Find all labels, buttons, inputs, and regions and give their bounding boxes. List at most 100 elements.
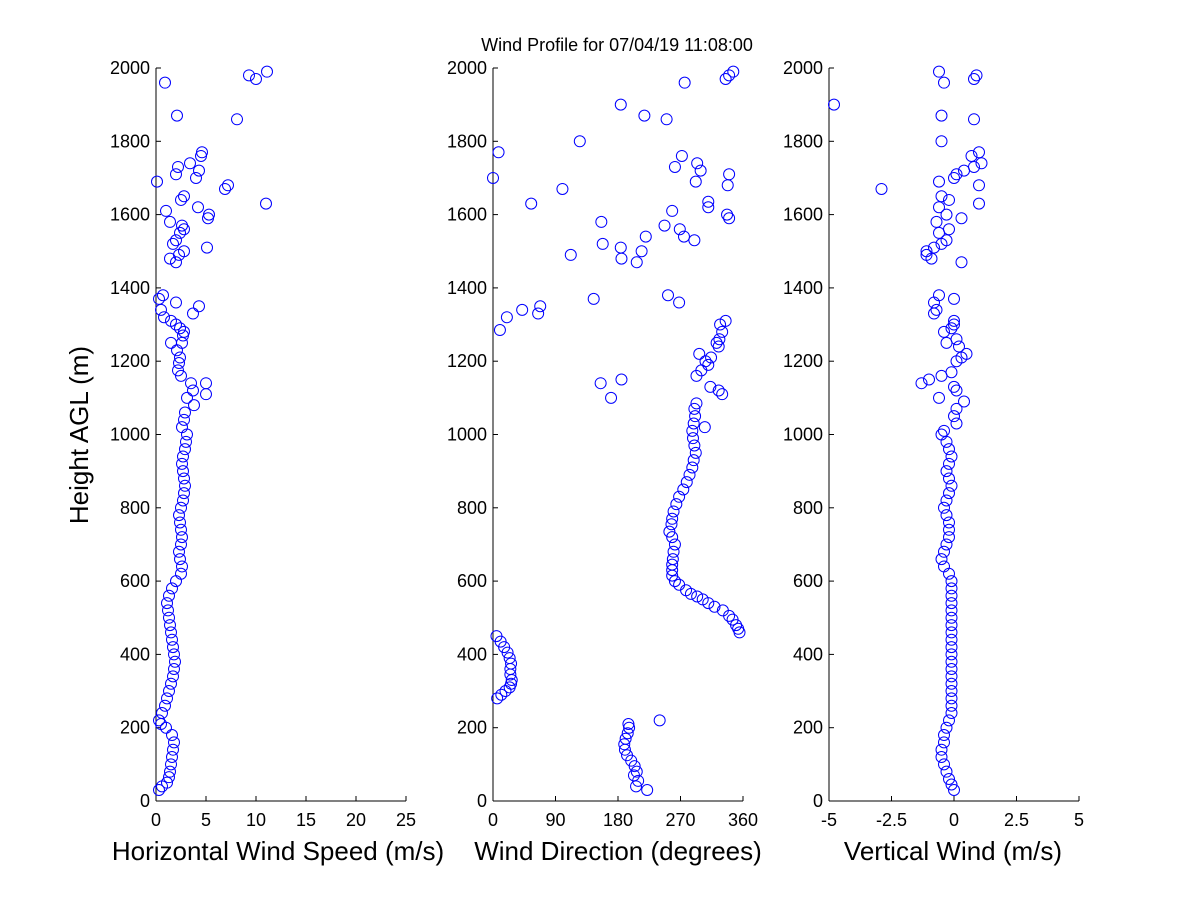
data-point (970, 69, 983, 82)
data-point (630, 256, 643, 269)
data-point (938, 501, 950, 514)
data-point (168, 648, 180, 661)
data-point (668, 160, 681, 173)
data-point (176, 560, 188, 573)
data-point (721, 179, 734, 192)
data-point (945, 366, 958, 379)
data-point (935, 751, 948, 764)
data-point (723, 168, 736, 181)
data-point (945, 582, 958, 595)
data-point (973, 197, 985, 210)
data-point (614, 98, 627, 111)
data-point (250, 72, 262, 85)
data-point (623, 721, 636, 734)
data-point (641, 784, 654, 797)
y-tick-label: 200 (120, 718, 150, 738)
data-point (945, 450, 958, 463)
data-point (948, 318, 960, 331)
data-point (933, 175, 945, 188)
y-tick-label: 600 (120, 571, 150, 591)
data-point (171, 344, 183, 357)
y-tick-label: 800 (793, 498, 823, 518)
data-point (945, 677, 958, 690)
panel-vertical-wind: 0 200 400 600 800 1000 1200 1400 1600 1800 2000 -5 -… (783, 58, 1084, 866)
data-point (673, 296, 686, 309)
data-point (153, 714, 165, 727)
data-point (178, 487, 190, 500)
data-point (968, 113, 980, 126)
data-point (688, 234, 701, 247)
data-point (621, 749, 634, 762)
data-point (945, 633, 958, 646)
data-point (170, 296, 182, 309)
data-point (175, 193, 187, 206)
data-point (173, 357, 185, 370)
data-point (190, 171, 202, 184)
data-point (532, 307, 545, 320)
data-point (958, 395, 970, 408)
data-point (930, 303, 943, 316)
data-point (945, 641, 958, 654)
data-point (960, 347, 973, 360)
panel-horizontal-wind-speed: 0 200 400 600 800 1000 1200 1400 1600 1800 2000 0 5 1… (110, 58, 444, 866)
x-tick-label: 180 (603, 810, 633, 830)
data-point (173, 545, 185, 558)
data-point (174, 553, 186, 566)
data-point (928, 307, 940, 320)
x-tick-label: 5 (201, 810, 211, 830)
data-point (662, 289, 674, 302)
data-point (945, 589, 958, 602)
data-point (689, 175, 702, 188)
y-tick-label: 2000 (110, 58, 150, 78)
data-point (935, 190, 948, 203)
data-point (945, 597, 958, 610)
data-point (940, 494, 953, 507)
data-point (938, 545, 950, 558)
data-point (915, 377, 928, 390)
data-point (935, 135, 948, 148)
data-point (193, 164, 205, 177)
data-point (693, 347, 706, 360)
data-point (667, 505, 680, 518)
x-tick-label: 25 (396, 810, 416, 830)
data-point (683, 468, 696, 481)
data-point (492, 146, 505, 159)
data-point (188, 399, 200, 412)
data-point (933, 391, 945, 404)
data-point (666, 558, 679, 571)
data-point (161, 597, 173, 610)
data-point (673, 223, 686, 236)
data-point (175, 369, 187, 382)
data-point (653, 714, 666, 727)
data-point (677, 483, 690, 496)
data-point (174, 226, 186, 239)
data-point (505, 657, 518, 670)
data-point (940, 721, 953, 734)
data-point (719, 72, 732, 85)
data-point (945, 778, 958, 791)
y-tick-label: 0 (813, 791, 823, 811)
data-point (178, 413, 190, 426)
data-point (691, 590, 704, 603)
data-point (164, 619, 176, 632)
data-point (564, 248, 577, 261)
data-point (556, 182, 569, 195)
data-point (243, 69, 255, 82)
data-point (178, 190, 190, 203)
data-point (943, 516, 955, 529)
panel-wind-direction: 0 200 400 600 800 1000 1200 1400 1600 1800 2000 0 90… (447, 58, 762, 866)
data-point (660, 113, 673, 126)
data-point (179, 406, 191, 419)
data-point (177, 494, 189, 507)
data-point (619, 732, 632, 745)
y-tick-label: 1400 (110, 278, 150, 298)
data-point (975, 157, 988, 170)
data-point (943, 472, 955, 485)
data-point (933, 226, 945, 239)
data-point (605, 391, 618, 404)
data-point (666, 512, 679, 525)
data-point (948, 314, 960, 327)
data-point (490, 630, 503, 643)
data-point (596, 237, 609, 250)
